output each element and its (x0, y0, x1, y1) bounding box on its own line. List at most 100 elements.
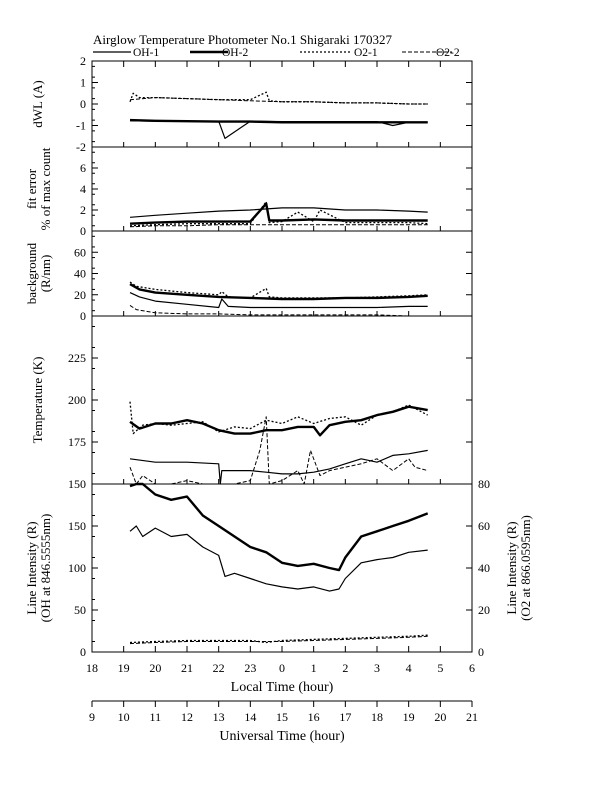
x-tick-label-universal: 21 (466, 710, 478, 724)
series-dwl-o2-2 (129, 97, 428, 105)
x-tick-label-universal: 20 (434, 710, 446, 724)
series-dwl-oh-2 (129, 118, 428, 124)
x-tick-label-local: 21 (181, 661, 193, 675)
x-tick-label-universal: 18 (371, 710, 383, 724)
y-right-tick-label-line-intensity: 40 (478, 561, 490, 575)
x-tick-label-local: 4 (406, 661, 412, 675)
y-axis-label-temperature: Temperature (K) (30, 357, 45, 444)
y-axis-label-fit-error: % of max count (38, 147, 53, 230)
y-tick-label-dwl: 0 (80, 97, 86, 111)
y-tick-label-background: 20 (74, 288, 86, 302)
series-temperature-oh-1 (129, 449, 428, 485)
x-tick-label-universal: 19 (403, 710, 415, 724)
series-background-o2-2 (129, 304, 428, 317)
x-tick-label-local: 19 (118, 661, 130, 675)
panel-dwl: 2 1 0 -1 -2 dWL (A) (30, 54, 473, 154)
y-tick-label-fit-error: 6 (80, 161, 86, 175)
y-right-tick-label-line-intensity: 80 (478, 477, 490, 491)
series-fit-error-o2-1 (129, 200, 428, 227)
series-temperature-o2-2 (129, 416, 428, 485)
y-tick-label-line-intensity: 150 (68, 519, 86, 533)
series-fit-error-oh-2 (129, 202, 428, 225)
y-tick-label-background: 40 (74, 267, 86, 281)
y-axis-label-dwl: dWL (A) (30, 80, 45, 128)
y-tick-label-background: 60 (74, 245, 86, 259)
x-tick-label-universal: 9 (89, 710, 95, 724)
series-line-intensity-o2-2 (129, 635, 428, 645)
legend-label-oh-1: OH-1 (133, 47, 159, 59)
series-background-oh-1 (129, 292, 428, 309)
series-line-intensity-oh-2 (129, 482, 429, 572)
y-right-tick-label-line-intensity: 60 (478, 519, 490, 533)
y-tick-label-line-intensity: 100 (68, 561, 86, 575)
y-tick-label-temperature: 200 (68, 393, 86, 407)
x-tick-label-universal: 15 (276, 710, 288, 724)
x-tick-label-universal: 17 (339, 710, 351, 724)
panel-frame-fit-error (91, 146, 473, 232)
x-tick-label-universal: 13 (213, 710, 225, 724)
x-tick-label-local: 20 (149, 661, 161, 675)
y-tick-label-dwl: -2 (76, 140, 86, 154)
panel-background: 60 40 20 0 background (R/nm) (24, 230, 473, 323)
y-tick-label-fit-error: 4 (80, 182, 86, 196)
series-fit-error-o2-2 (129, 224, 428, 228)
x-tick-label-local: 5 (437, 661, 443, 675)
x-tick-label-local: 2 (342, 661, 348, 675)
y-tick-label-dwl: 2 (80, 54, 86, 68)
panel-temperature: 225 200 175 150 Temperature (K) (30, 315, 473, 491)
x-tick-label-universal: 14 (244, 710, 256, 724)
y-axis-label-background: (R/nm) (38, 255, 53, 293)
series-temperature-o2-1 (129, 401, 429, 435)
x-tick-label-local: 18 (86, 661, 98, 675)
y-tick-label-fit-error: 2 (80, 203, 86, 217)
x-tick-label-local: 6 (469, 661, 475, 675)
y-axis-label-fit-error: fit error (24, 168, 39, 209)
series-line-intensity-oh-1 (129, 525, 428, 592)
y-axis-label-line-intensity: Line Intensity (R) (24, 521, 39, 614)
x-tick-label-local: 23 (244, 661, 256, 675)
y-tick-label-line-intensity: 50 (74, 603, 86, 617)
x-tick-label-local: 1 (311, 661, 317, 675)
x-tick-label-universal: 12 (181, 710, 193, 724)
panel-frame-background (91, 230, 473, 317)
y-tick-label-temperature: 150 (68, 477, 86, 491)
y-tick-label-dwl: -1 (76, 119, 86, 133)
chart-title: Airglow Temperature Photometer No.1 Shig… (93, 32, 393, 47)
panel-frame-temperature (91, 315, 473, 485)
legend-label-o2-2: O2-2 (436, 47, 460, 59)
y-right-axis-label-line-intensity: Line Intensity (R) (504, 521, 519, 614)
x-tick-label-universal: 16 (308, 710, 320, 724)
x-tick-label-local: 3 (374, 661, 380, 675)
legend: OH-1 OH-2 O2-1 O2-2 (93, 47, 460, 59)
y-axis-label-line-intensity: (OH at 846.5555nm) (38, 514, 53, 623)
y-tick-label-temperature: 225 (68, 351, 86, 365)
x-tick-label-universal: 11 (150, 710, 162, 724)
x-tick-label-universal: 10 (118, 710, 130, 724)
y-right-axis-label-line-intensity: (O2 at 866.0595nm) (518, 515, 533, 621)
y-tick-label-background: 0 (80, 309, 86, 323)
y-tick-label-temperature: 175 (68, 435, 86, 449)
y-right-tick-label-line-intensity: 20 (478, 603, 490, 617)
x-tick-label-local: 22 (213, 661, 225, 675)
y-tick-label-fit-error: 0 (80, 224, 86, 238)
series-temperature-oh-2 (129, 405, 428, 437)
legend-label-oh-2: OH-2 (222, 47, 248, 59)
series-dwl-o2-1 (129, 91, 428, 105)
panel-frame-line-intensity (91, 483, 473, 653)
y-right-tick-label-line-intensity: 0 (478, 645, 484, 659)
x-axis-label-universal: Universal Time (hour) (219, 729, 345, 744)
y-tick-label-dwl: 1 (80, 76, 86, 90)
panel-fit-error: 6 4 2 0 fit error% of max count (24, 146, 473, 238)
x-tick-label-local: 0 (279, 661, 285, 675)
series-background-oh-2 (129, 283, 428, 301)
y-axis-label-background: background (24, 242, 39, 304)
series-background-o2-1 (129, 281, 428, 299)
x-axis-label-local: Local Time (hour) (231, 680, 334, 695)
series-fit-error-oh-1 (129, 207, 428, 218)
y-tick-label-line-intensity: 0 (80, 645, 86, 659)
legend-label-o2-1: O2-1 (354, 47, 378, 59)
